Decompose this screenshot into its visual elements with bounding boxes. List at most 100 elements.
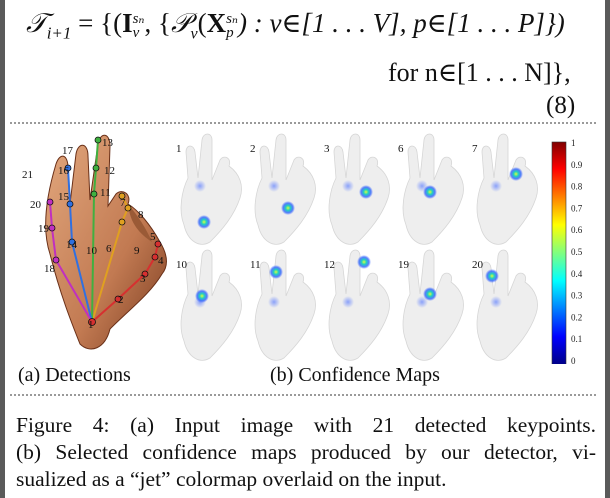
map-peak-blob — [423, 287, 437, 301]
kp-label-11: 11 — [100, 187, 111, 199]
eq-mid1: , { — [144, 8, 171, 38]
kp-label-3: 3 — [140, 273, 146, 285]
map-label-1: 1 — [176, 143, 182, 155]
map-hand-silhouette — [476, 133, 538, 245]
map-faint-response — [490, 296, 502, 308]
confidence-map-7: 7 — [472, 133, 538, 245]
map-peak-blob — [281, 201, 295, 215]
eq-X: X — [206, 8, 227, 38]
figure-frame — [10, 122, 596, 396]
confidence-map-19: 19 — [398, 249, 464, 361]
colorbar-tick-label: 0.5 — [571, 247, 583, 257]
colorbar-tick-label: 0.7 — [571, 203, 583, 213]
confidence-map-12: 12 — [324, 249, 390, 361]
equation-line-1: 𝒯i+1 = {(I sₙ v, {𝒫v(X sₙ p) : v∈[1 . . . V]… — [26, 8, 596, 43]
eq-equals: = {( — [71, 8, 123, 38]
map-peak-blob — [485, 269, 499, 283]
colorbar: 1 0.9 0.8 0.7 0.6 0.5 0.4 0.3 0.2 0.1 0 — [551, 138, 583, 364]
map-peak-blob — [509, 167, 523, 181]
eq-I-sub: v — [132, 24, 140, 41]
page-shadow-right — [605, 0, 610, 498]
map-hand-silhouette — [328, 133, 390, 245]
confidence-map-1: 1 — [176, 133, 242, 245]
map-faint-response — [342, 296, 354, 308]
figure-caption: Figure 4: (a) Input image with 21 detect… — [16, 412, 596, 493]
kp-label-14: 14 — [66, 239, 78, 251]
kp-label-16: 16 — [58, 165, 70, 177]
map-faint-response — [490, 180, 502, 192]
confidence-maps-grid: 1 2 3 6 710 11 12 19 20 — [176, 133, 538, 361]
map-label-11: 11 — [250, 259, 261, 271]
eq-paren: ( — [197, 8, 207, 38]
colorbar-gradient — [551, 141, 567, 364]
map-hand-silhouette — [328, 249, 390, 361]
equation-number: (8) — [546, 92, 576, 119]
kp-label-6: 6 — [106, 243, 112, 255]
equation-line-2: for n∈[1 . . . N]}, — [388, 58, 571, 87]
kp-label-12: 12 — [104, 165, 115, 177]
colorbar-tick-label: 0.1 — [571, 334, 582, 344]
map-peak-blob — [197, 215, 211, 229]
map-peak-blob — [423, 185, 437, 199]
colorbar-tick-label: 0.2 — [571, 312, 582, 322]
kp-label-15: 15 — [58, 191, 70, 203]
confidence-map-2: 2 — [250, 133, 316, 245]
kp-label-20: 20 — [30, 199, 42, 211]
map-label-20: 20 — [472, 259, 484, 271]
colorbar-tick-label: 0.4 — [571, 269, 583, 279]
kp-label-4: 4 — [158, 255, 164, 267]
map-hand-silhouette — [402, 249, 464, 361]
confidence-map-11: 11 — [250, 249, 316, 361]
eq-mid2: ) : v∈[1 . . . V], p∈[1 . . . P]}) — [237, 8, 565, 38]
map-faint-response — [194, 180, 206, 192]
map-hand-silhouette — [180, 249, 242, 361]
colorbar-tick-label: 0.9 — [571, 160, 583, 170]
eq-P: 𝒫 — [170, 8, 191, 39]
map-label-7: 7 — [472, 143, 478, 155]
kp-label-1: 1 — [88, 319, 94, 331]
kp-label-17: 17 — [62, 145, 74, 157]
kp-label-19: 19 — [38, 223, 50, 235]
map-label-19: 19 — [398, 259, 410, 271]
colorbar-tick-label: 0.3 — [571, 291, 583, 301]
eq-I-sup: sₙ — [132, 10, 145, 27]
eq-P-sub: v — [190, 25, 198, 43]
caption-line-2: (b) Selected confidence maps produced by… — [16, 440, 596, 464]
subcaption-detections: (a) Detections — [18, 364, 131, 386]
map-faint-response — [268, 180, 280, 192]
confidence-map-20: 20 — [472, 249, 538, 361]
map-peak-blob — [357, 255, 371, 269]
map-faint-response — [342, 180, 354, 192]
map-label-3: 3 — [324, 143, 330, 155]
caption-line-3: sualized as a “jet” colormap overlaid on… — [16, 467, 447, 491]
caption-line-1: Figure 4: (a) Input image with 21 detect… — [16, 413, 596, 437]
detection-hand: 1 2 3 4 5 6 7 8 9 10 11 12 13 14 15 16 1… — [22, 134, 167, 350]
map-label-2: 2 — [250, 143, 256, 155]
kp-label-8: 8 — [138, 209, 144, 221]
map-label-12: 12 — [324, 259, 335, 271]
kp-label-9: 9 — [134, 245, 140, 257]
eq-X-sub: p — [226, 24, 234, 41]
kp-label-18: 18 — [44, 263, 56, 275]
colorbar-tick-label: 0.8 — [571, 182, 583, 192]
kp-label-5: 5 — [150, 231, 156, 243]
eq-X-sup: sₙ — [226, 10, 238, 27]
map-peak-blob — [359, 185, 373, 199]
colorbar-tick-label: 0.6 — [571, 225, 583, 235]
eq-lhs-sub: i+1 — [46, 23, 72, 43]
eq-lhs: 𝒯 — [26, 8, 47, 39]
figure-graphic: 1 2 3 4 5 6 7 8 9 10 11 12 13 14 15 16 1… — [22, 133, 583, 364]
colorbar-tick-label: 1 — [571, 138, 576, 148]
confidence-map-3: 3 — [324, 133, 390, 245]
map-label-10: 10 — [176, 259, 188, 271]
kp-label-7: 7 — [120, 197, 126, 209]
kp-label-13: 13 — [102, 137, 114, 149]
map-hand-silhouette — [254, 249, 316, 361]
map-peak-blob — [269, 265, 283, 279]
map-faint-response — [416, 296, 428, 308]
map-label-6: 6 — [398, 143, 404, 155]
confidence-map-10: 10 — [176, 249, 242, 361]
kp-label-21: 21 — [22, 169, 33, 181]
map-peak-blob — [195, 289, 209, 303]
